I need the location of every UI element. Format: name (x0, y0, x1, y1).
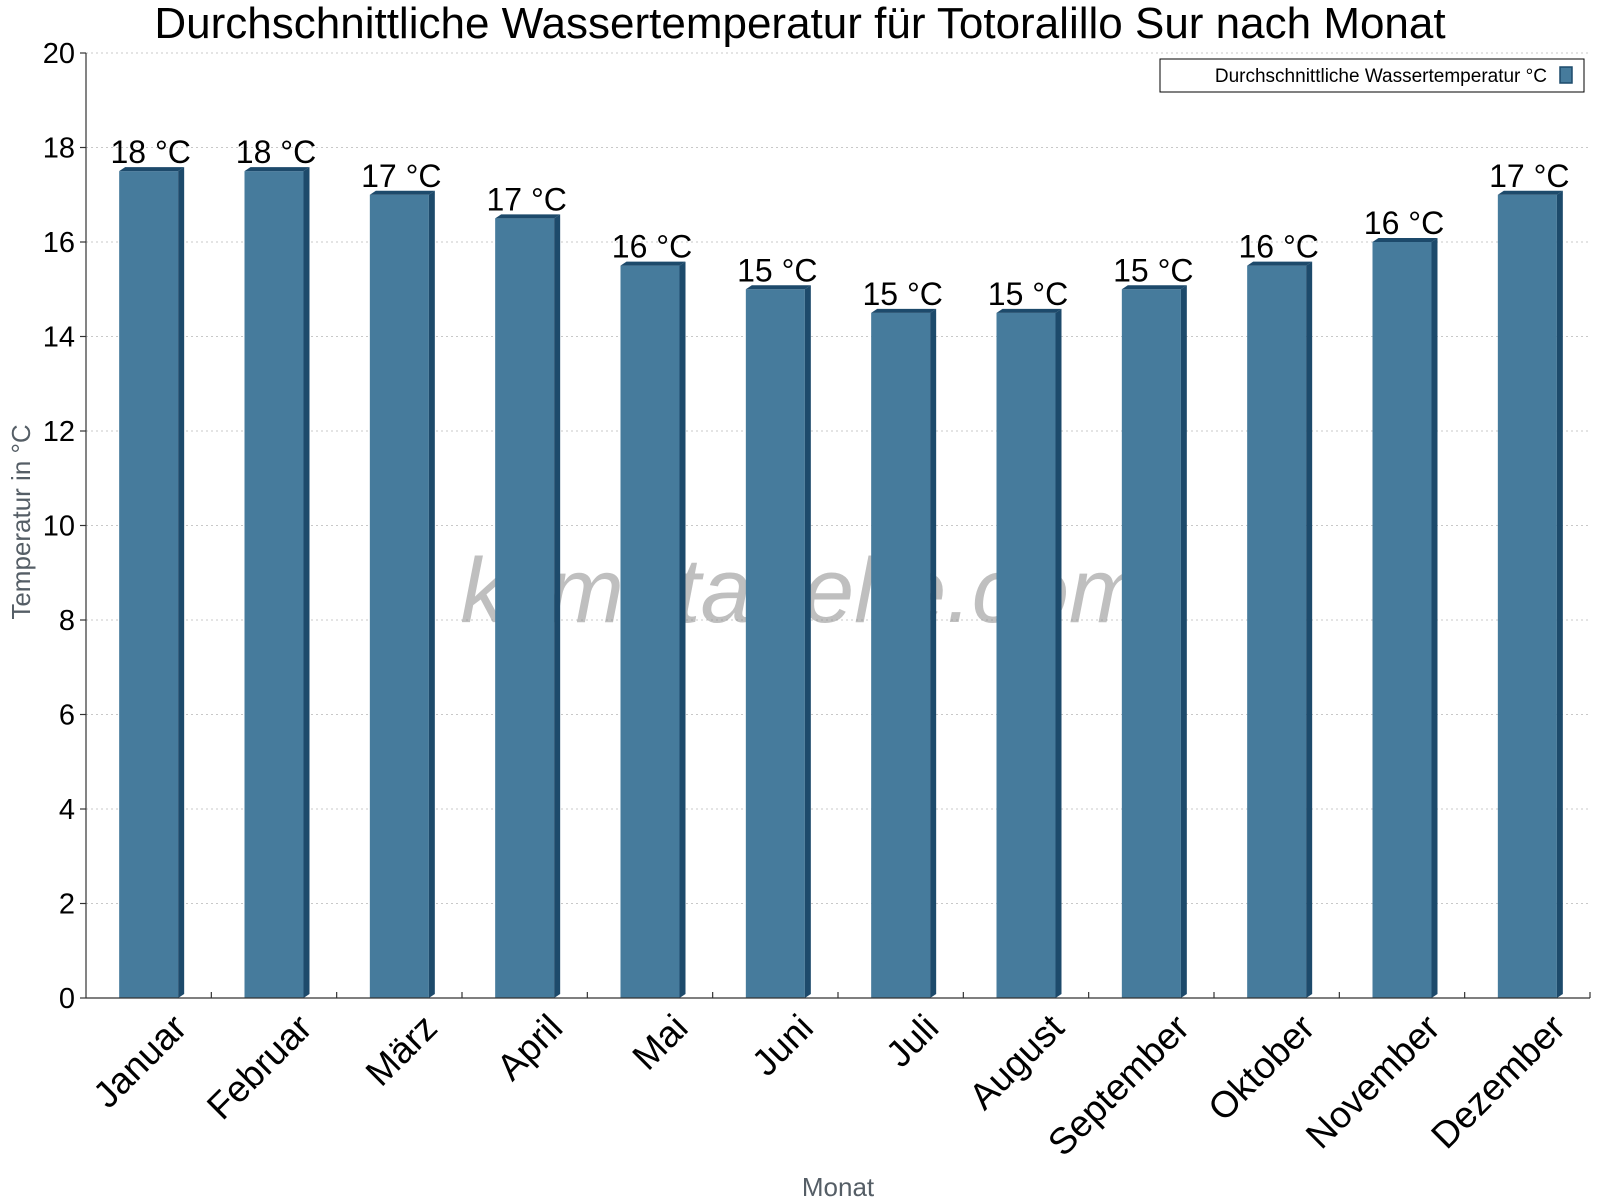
bar-september (1121, 285, 1187, 998)
data-label: 17 °C (486, 181, 566, 217)
bar-juni (745, 285, 811, 998)
data-labels: 18 °C 18 °C 17 °C 17 °C 16 °C 15 °C 15 °C 15 °C… (110, 134, 1569, 312)
bar-side (1306, 261, 1313, 998)
data-label: 16 °C (612, 229, 692, 265)
bar-face (369, 194, 429, 998)
chart-title: Durchschnittliche Wassertemperatur für T… (154, 0, 1445, 48)
legend: Durchschnittliche Wassertemperatur °C (1159, 58, 1585, 93)
bar-face (620, 265, 680, 998)
bar-februar (244, 167, 310, 998)
data-label: 15 °C (737, 252, 817, 288)
bar-side (679, 261, 686, 998)
y-tick-label: 0 (59, 983, 75, 1015)
x-tick-label: August (961, 1006, 1072, 1117)
bar-face (1372, 242, 1432, 998)
bar-august (996, 308, 1062, 998)
data-label: 16 °C (1238, 229, 1318, 265)
data-label: 17 °C (1489, 158, 1569, 194)
x-axis-ticks: Januar Februar März April Mai Juni Juli AugustS… (85, 992, 1591, 1164)
bar-side (1556, 190, 1563, 998)
y-tick-label: 18 (43, 133, 75, 165)
data-label: 15 °C (862, 276, 942, 312)
bar-face (745, 289, 805, 998)
data-label: 15 °C (988, 276, 1068, 312)
x-tick-label: März (358, 1007, 445, 1094)
bar-side (428, 190, 435, 998)
bar-top (495, 214, 561, 219)
bar-top (1497, 190, 1563, 195)
x-tick-label: April (489, 1007, 570, 1088)
bar-side (804, 285, 811, 998)
bar-top (244, 167, 310, 172)
bar-top (871, 308, 937, 313)
x-tick-label: Februar (199, 1007, 320, 1128)
x-tick-label: Juni (744, 1007, 821, 1084)
x-tick-label: Mai (625, 1007, 696, 1078)
bar-januar (119, 167, 185, 998)
bar-face (1497, 194, 1557, 998)
y-tick-label: 14 (43, 322, 75, 354)
bar-side (178, 167, 185, 998)
y-tick-label: 6 (59, 700, 75, 732)
bar-side (1180, 285, 1187, 998)
bar-top (1247, 261, 1313, 266)
x-tick-label: Oktober (1200, 1007, 1322, 1129)
bar-top (745, 285, 811, 290)
legend-label: Durchschnittliche Wassertemperatur °C (1215, 66, 1547, 87)
bar-side (1055, 308, 1062, 998)
y-tick-label: 12 (43, 416, 75, 448)
bar-dezember (1497, 190, 1563, 998)
bar-april (495, 214, 561, 998)
bar-mai (620, 261, 686, 998)
legend-box (1159, 58, 1585, 93)
y-tick-label: 8 (59, 605, 75, 637)
data-label: 17 °C (361, 158, 441, 194)
data-label: 18 °C (236, 134, 316, 170)
bar-top (620, 261, 686, 266)
bar-side (1431, 238, 1438, 998)
bar-oktober (1247, 261, 1313, 998)
gridlines (86, 52, 1590, 904)
x-axis-label: Monat (802, 1172, 875, 1200)
x-tick-label: Juli (878, 1007, 946, 1075)
bar-top (369, 190, 435, 195)
data-label: 16 °C (1364, 205, 1444, 241)
bar-november (1372, 238, 1438, 998)
data-label: 15 °C (1113, 252, 1193, 288)
y-axis-label: Temperatur in °C (6, 424, 36, 619)
bars (119, 167, 1563, 998)
x-tick-label: Januar (85, 1007, 194, 1116)
bar-top (119, 167, 185, 172)
y-tick-label: 16 (43, 227, 75, 259)
bar-top (996, 308, 1062, 313)
x-tick-label: November (1298, 1007, 1448, 1157)
y-tick-label: 20 (43, 38, 75, 70)
bar-märz (369, 190, 435, 998)
bar-side (554, 214, 561, 998)
bar-face (244, 171, 304, 998)
y-tick-label: 10 (43, 511, 75, 543)
x-tick-label: Dezember (1423, 1007, 1573, 1157)
y-tick-label: 4 (59, 794, 75, 826)
bar-face (1247, 265, 1307, 998)
bar-face (119, 171, 179, 998)
bar-side (303, 167, 310, 998)
bar-face (996, 312, 1056, 998)
bar-face (871, 312, 931, 998)
y-axis-ticks: 0 2 4 6 8 10 12 14 16 18 20 (43, 38, 86, 1015)
y-tick-label: 2 (59, 889, 75, 921)
bar-face (495, 218, 555, 998)
legend-swatch (1559, 66, 1573, 84)
bar-side (930, 308, 937, 998)
data-label: 18 °C (110, 134, 190, 170)
bar-face (1121, 289, 1181, 998)
bar-top (1372, 238, 1438, 242)
bar-top (1121, 285, 1187, 290)
bar-juli (871, 308, 937, 998)
